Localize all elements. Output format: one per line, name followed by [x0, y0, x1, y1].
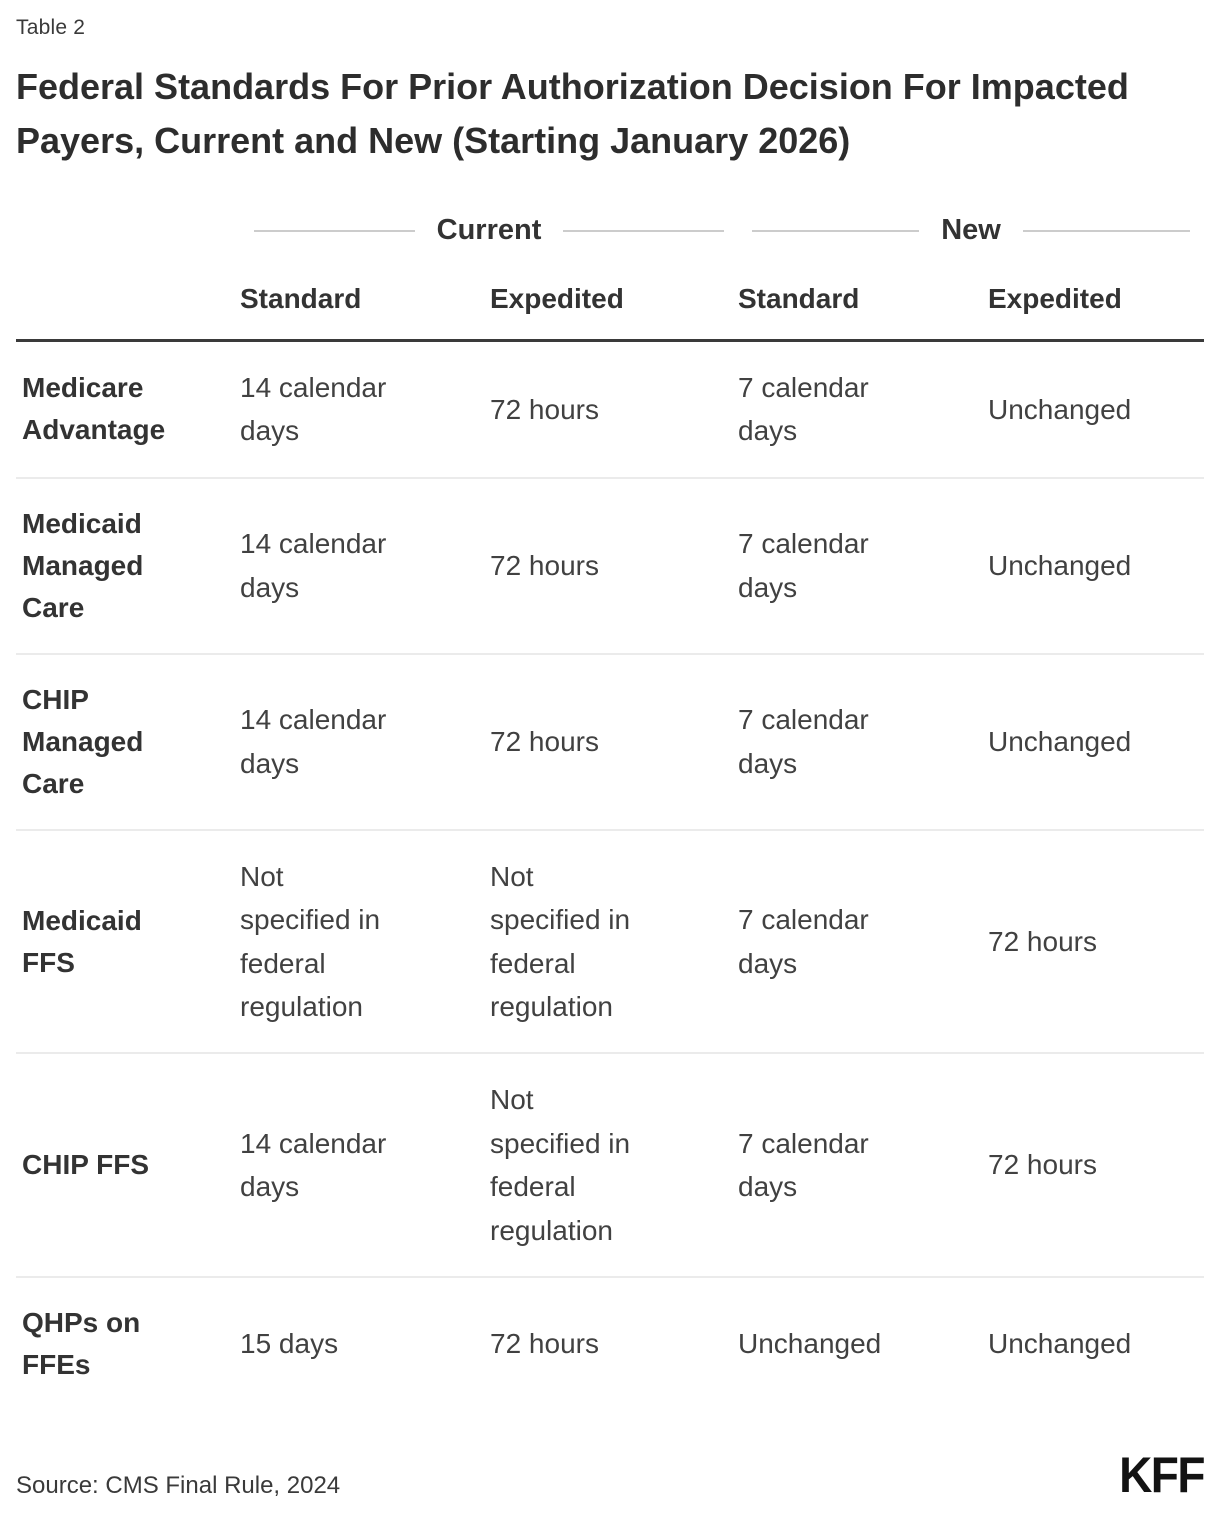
table-row-medicaid-managed-care: Medicaid Managed Care 14 calendar days 7… — [16, 479, 1204, 655]
group-divider-line — [1022, 229, 1191, 232]
row-label: Medicare Advantage — [22, 372, 166, 446]
table-cell: Not specified in federal regulation — [240, 860, 381, 1022]
table-cell: 7 calendar days — [738, 372, 869, 447]
column-group-new: New — [738, 214, 1204, 247]
table-cell: 72 hours — [490, 550, 599, 582]
table-cell: 14 calendar days — [240, 704, 387, 779]
column-header-row: Standard Expedited Standard Expedited — [16, 283, 1204, 342]
page: Table 2 Federal Standards For Prior Auth… — [16, 16, 1204, 1410]
table-cell: Unchanged — [988, 550, 1132, 582]
table-cell: 7 calendar days — [738, 704, 869, 779]
column-group-label: New — [941, 214, 1001, 246]
table-cell: 14 calendar days — [240, 528, 387, 603]
column-header-current-standard: Standard — [240, 283, 362, 314]
column-header-new-standard: Standard — [738, 283, 860, 314]
table-cell: Unchanged — [988, 726, 1132, 758]
table-cell: 7 calendar days — [738, 904, 869, 979]
column-group-label: Current — [436, 214, 542, 246]
group-divider-line — [563, 229, 725, 232]
group-header-spacer — [16, 214, 240, 247]
table-cell: 72 hours — [490, 393, 599, 425]
table-number-label: Table 2 — [16, 16, 86, 39]
row-label: CHIP FFS — [22, 1149, 150, 1181]
table-cell: Unchanged — [988, 393, 1132, 425]
table-cell: 72 hours — [988, 1149, 1097, 1181]
table-cell: 14 calendar days — [240, 1127, 387, 1203]
kff-logo: KFF — [1119, 1446, 1205, 1503]
table-cell: 72 hours — [490, 1328, 599, 1360]
table-cell: 15 days — [240, 1328, 339, 1360]
table-cell: 7 calendar days — [738, 528, 869, 603]
table-row-medicaid-ffs: Medicaid FFS Not specified in federal re… — [16, 831, 1204, 1055]
row-label: Medicaid FFS — [22, 904, 142, 978]
table-row-medicare-advantage: Medicare Advantage 14 calendar days 72 h… — [16, 342, 1204, 479]
column-header-new-expedited: Expedited — [988, 283, 1122, 314]
page-title: Federal Standards For Prior Authorizatio… — [16, 66, 1129, 161]
group-divider-line — [752, 229, 920, 232]
row-label: Medicaid Managed Care — [22, 507, 144, 623]
row-label: QHPs on FFEs — [22, 1306, 141, 1380]
table-row-qhps-on-ffes: QHPs on FFEs 15 days 72 hours Unchanged … — [16, 1278, 1204, 1410]
column-group-current: Current — [240, 214, 738, 247]
table-row-chip-ffs: CHIP FFS 14 calendar days Not specified … — [16, 1054, 1204, 1278]
source-note: Source: CMS Final Rule, 2024 — [16, 1471, 341, 1499]
table-cell: 72 hours — [490, 726, 599, 758]
footer: Source: CMS Final Rule, 2024 KFF — [0, 1410, 1220, 1516]
table-cell: Unchanged — [738, 1328, 882, 1360]
row-label: CHIP Managed Care — [22, 683, 144, 799]
column-header-spacer — [16, 283, 240, 315]
group-divider-line — [254, 229, 415, 232]
prior-authorization-table: Current New Standard Expedited Standard … — [16, 214, 1204, 1410]
table-cell: 14 calendar days — [240, 372, 387, 447]
table-cell: Not specified in federal regulation — [490, 1084, 631, 1246]
table-cell: Unchanged — [988, 1328, 1132, 1360]
table-cell: 72 hours — [988, 925, 1097, 957]
table-row-chip-managed-care: CHIP Managed Care 14 calendar days 72 ho… — [16, 655, 1204, 831]
table-cell: 7 calendar days — [738, 1127, 869, 1203]
table-cell: Not specified in federal regulation — [490, 860, 631, 1022]
column-header-current-expedited: Expedited — [490, 283, 624, 314]
column-group-header-row: Current New — [16, 214, 1204, 247]
